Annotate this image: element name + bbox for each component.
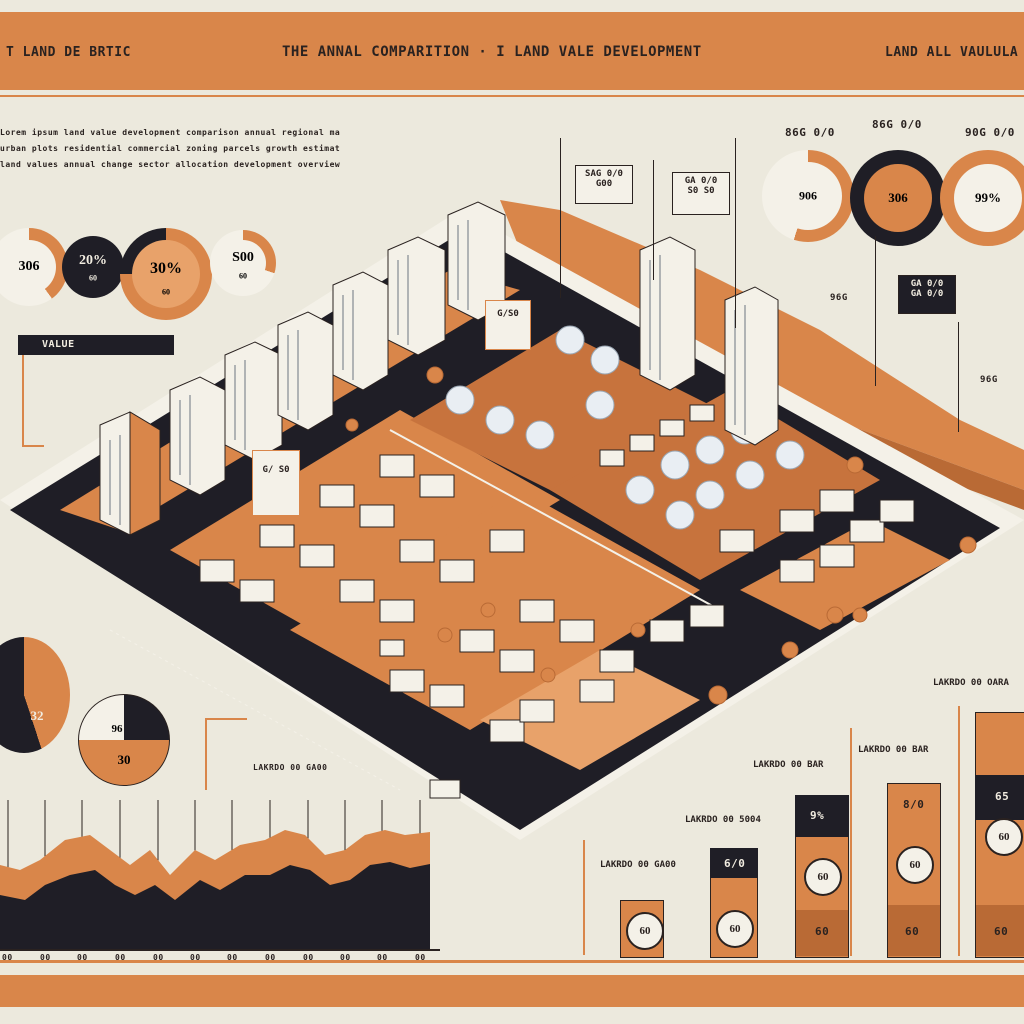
area-tick: 00 (115, 953, 126, 962)
area-tick: 00 (227, 953, 238, 962)
donut-4-sub: 60 (239, 271, 247, 281)
bar-4-value: 8/0 (903, 798, 925, 811)
bar-3-base (796, 910, 848, 956)
header-right-label: LAND ALL VAULULA (885, 45, 1019, 60)
area-tick: 00 (340, 953, 351, 962)
map-sign-a: SAG 0/0 G00 (575, 165, 633, 204)
bar-axis (583, 840, 585, 955)
value-tag-label: VALUE (42, 339, 75, 350)
donut-4: S00 60 (210, 230, 276, 296)
donut-3-value: 30% (150, 260, 182, 278)
bar-axis (958, 706, 960, 956)
bar-1-value: 60 (626, 912, 664, 950)
bar-4-base (888, 905, 940, 956)
area-chart-label: LAKRDO 00 GA00 (253, 763, 328, 772)
map-sign-e: G/ S0 (252, 450, 300, 516)
header-left-label: T LAND DE BRTIC (6, 45, 131, 60)
map-sign-d: G/S0 (485, 300, 531, 350)
donut-1-value: 306 (18, 259, 40, 274)
area-tick: 00 (265, 953, 276, 962)
donut-4-value: S00 (232, 249, 254, 265)
bar-2-cap (710, 848, 758, 878)
bar-label-2: LAKRDO 00 BAR (753, 760, 824, 770)
bar-3-value: 9% (810, 809, 825, 822)
footer-rule (0, 960, 1024, 963)
area-tick: 00 (190, 953, 201, 962)
bar-3-mid: 60 (804, 858, 842, 896)
bar-5-value: 65 (995, 790, 1010, 803)
area-tick: 00 (415, 953, 426, 962)
left-pie-2-sub: 30 (117, 751, 131, 767)
bar-4-mid: 60 (896, 846, 934, 884)
bar-5-mid: 60 (985, 818, 1023, 856)
area-tick: 00 (303, 953, 314, 962)
bar-3-cap (795, 795, 849, 837)
sign-pole (875, 236, 876, 386)
donut-2-value: 20% (79, 252, 107, 268)
bar-2-value: 6/0 (724, 857, 746, 870)
header-band (0, 12, 1024, 90)
area-chart (0, 800, 440, 951)
sign-pole (958, 322, 959, 432)
intro-line: urban plots residential commercial zonin… (0, 144, 340, 153)
area-chart-bracket (205, 718, 247, 790)
area-tick: 00 (40, 953, 51, 962)
bar-4-bot: 60 (905, 925, 920, 938)
bar-label-left: LAKRDO 00 GA00 (600, 860, 676, 870)
donut-3-sub: 60 (162, 287, 170, 297)
map-sign-c: GA 0/0 GA 0/0 (898, 275, 956, 314)
value-bracket (22, 355, 44, 447)
left-pie-2-value: 96 (111, 723, 123, 736)
right-donut-2: 306 (850, 150, 946, 246)
bar-5-cap (975, 775, 1024, 820)
city-map-illustration (0, 200, 1024, 840)
right-donut-2-value: 306 (888, 190, 908, 205)
left-pie-1-value: 32 (30, 707, 44, 723)
header-rule (0, 95, 1024, 97)
right-donut-3-value: 99% (975, 190, 1001, 205)
intro-line: Lorem ipsum land value development compa… (0, 128, 340, 137)
footer-band (0, 975, 1024, 1007)
left-pie-2: 96 30 (78, 694, 170, 786)
bar-5-base (976, 905, 1024, 956)
sign-pole (653, 160, 654, 280)
right-donut-1-caption: 86G 0/0 (785, 126, 835, 139)
right-donut-3: 99% (940, 150, 1024, 246)
map-sign-b: GA 0/0 S0 S0 (672, 172, 730, 215)
bar-3-bot: 60 (815, 925, 830, 938)
bar-label-top: LAKRDO 00 OARA (933, 678, 1009, 688)
intro-text: Lorem ipsum land value development compa… (0, 125, 340, 173)
page-title: THE ANNAL COMPARITION · I LAND VALE DEVE… (282, 44, 702, 60)
area-tick: 00 (2, 953, 13, 962)
sign-pole (560, 138, 561, 298)
donut-2-sub: 60 (89, 273, 97, 283)
value-tag (18, 335, 174, 355)
right-donut-1-value: 906 (799, 188, 817, 203)
bar-5-bot: 60 (994, 925, 1009, 938)
area-tick: 00 (153, 953, 164, 962)
bar-2-mid: 60 (716, 910, 754, 948)
right-donut-1: 906 (762, 150, 854, 242)
donut-1: 306 (0, 228, 68, 306)
sign-pole (735, 138, 736, 328)
area-tick: 00 (377, 953, 388, 962)
right-donut-3-caption: 90G 0/0 (965, 126, 1015, 139)
donut-2: 20% 60 (62, 236, 124, 298)
right-donut-2-caption: 86G 0/0 (872, 118, 922, 131)
bar-label-3: LAKRDO 00 BAR (858, 745, 929, 755)
donut-3: 30% 60 (120, 228, 212, 320)
area-tick: 00 (77, 953, 88, 962)
right-pct-a: 96G (830, 293, 848, 303)
bar-axis (850, 728, 852, 956)
right-pct-b: 96G (980, 375, 998, 385)
bar-label-1: LAKRDO 00 5004 (685, 815, 761, 825)
intro-line: land values annual change sector allocat… (0, 160, 340, 169)
